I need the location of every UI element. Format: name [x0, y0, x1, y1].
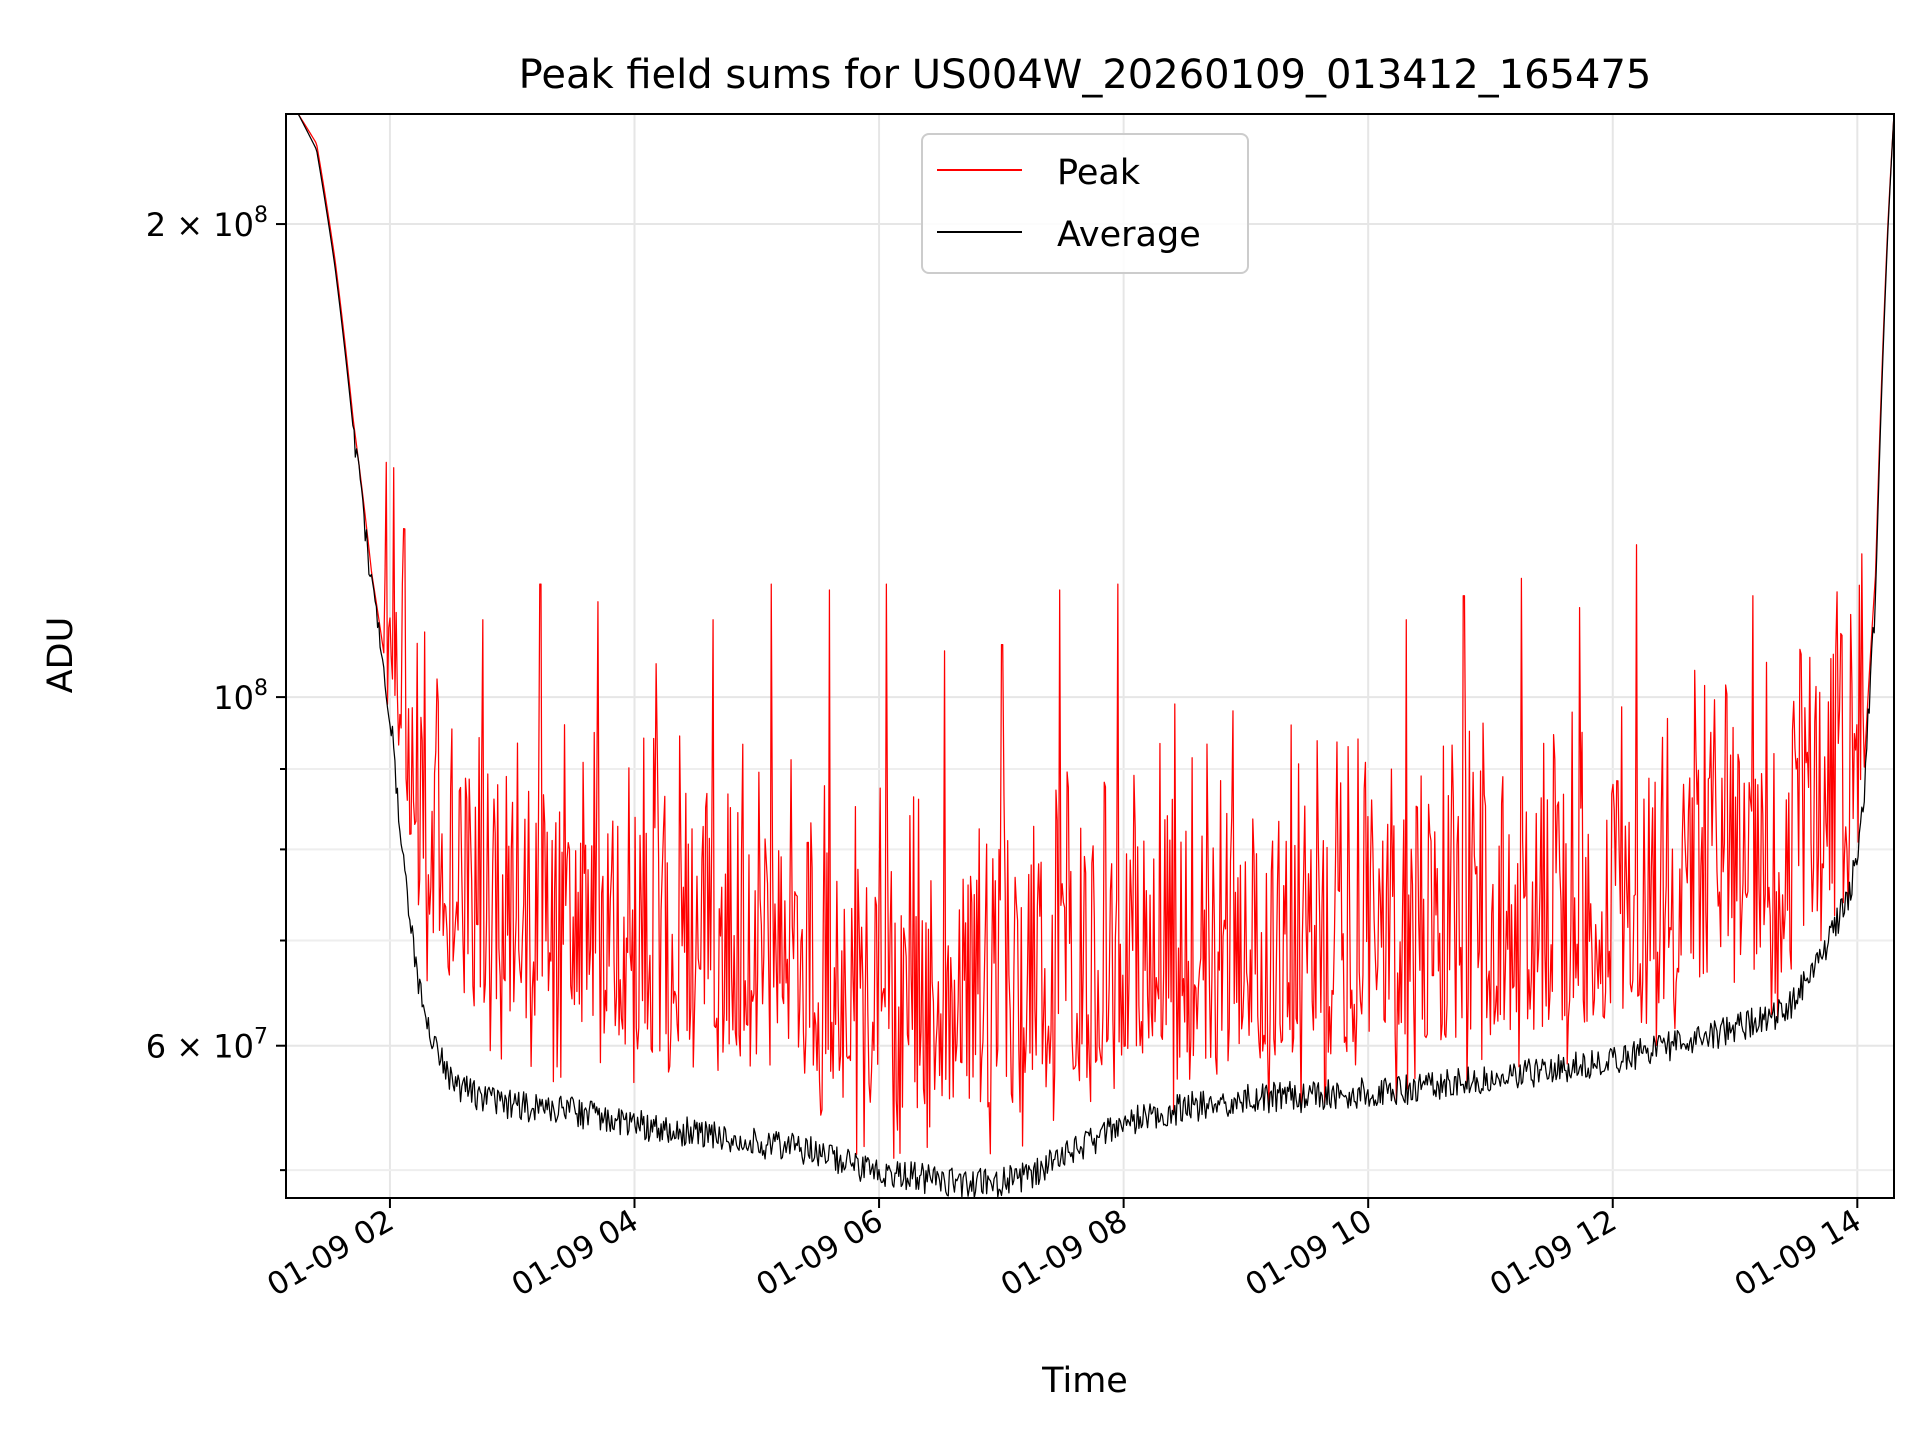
x-axis-label: Time — [1041, 1361, 1128, 1401]
y-tick-label-1: 108 — [213, 676, 268, 717]
series-average-line — [286, 113, 1895, 1199]
y-tick-label-2: 2 × 108 — [146, 203, 268, 244]
legend-box — [921, 133, 1249, 274]
legend-peak-label: Peak — [1057, 153, 1141, 193]
chart-title: Peak field sums for US004W_20260109_0134… — [519, 52, 1652, 98]
y-axis-label: ADU — [41, 617, 81, 694]
series-peak-line — [286, 113, 1895, 1159]
series-layer — [286, 113, 1895, 1199]
y-tick-label-0: 6 × 107 — [146, 1025, 268, 1066]
legend: Peak Average — [921, 133, 1249, 274]
plot-frame — [285, 113, 1895, 1199]
legend-average-label: Average — [1057, 215, 1201, 255]
